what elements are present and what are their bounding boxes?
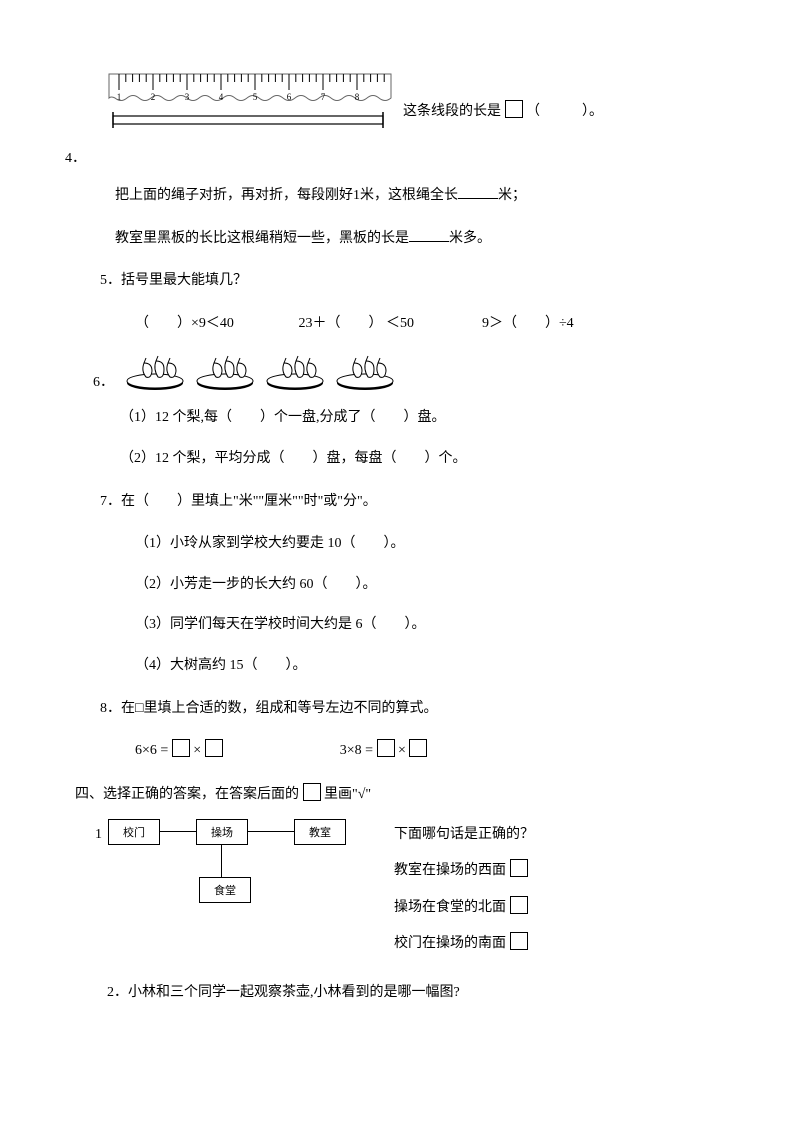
q8-eq1-mid: ×	[193, 743, 201, 758]
map-node-gate: 校门	[108, 819, 160, 845]
q4-line2-a: 教室里黑板的长比这根绳稍短一些，黑板的长是	[115, 231, 409, 246]
sq1-options: 下面哪句话是正确的？ 教室在操场的西面 操场在食堂的北面 校门在操场的南面	[394, 817, 534, 963]
pears-row	[124, 353, 396, 391]
q4-line1: 把上面的绳子对折，再对折，每段刚好1米，这根绳全长 米；	[115, 183, 728, 210]
sq1-r2: 操场在食堂的北面	[394, 900, 506, 915]
section4-a: 四、选择正确的答案，在答案后面的	[75, 787, 299, 802]
q8-box[interactable]	[205, 739, 223, 757]
q8-box[interactable]	[377, 739, 395, 757]
pear-plate-icon	[124, 353, 186, 391]
svg-text:4: 4	[219, 92, 224, 102]
svg-text:2: 2	[151, 92, 156, 102]
map-node-class: 教室	[294, 819, 346, 845]
q6-number: 6．	[93, 371, 114, 391]
section4-title: 四、选择正确的答案，在答案后面的 里画"√"	[75, 783, 728, 803]
map-node-field: 操场	[196, 819, 248, 845]
svg-text:5: 5	[253, 92, 258, 102]
sq1-row: 1 校门 操场 教室 食堂 下面哪句话是正确的？ 教室在操场的西面 操场在食堂的…	[65, 817, 728, 963]
q6-row: 6．	[65, 353, 728, 391]
svg-text:3: 3	[185, 92, 190, 102]
svg-text:1: 1	[117, 92, 122, 102]
sq2-text: 2．小林和三个同学一起观察茶壶,小林看到的是哪一幅图?	[107, 980, 728, 1007]
q7-s3: （3）同学们每天在学校时间大约是 6（ ）。	[135, 612, 728, 639]
q8-eq2-mid: ×	[398, 743, 406, 758]
q8-eq2-l: 3×8 =	[340, 743, 373, 758]
q5-a: （ ）×9＜40	[135, 311, 295, 338]
sq1-r1: 教室在操场的西面	[394, 863, 506, 878]
sq1-opt2: 操场在食堂的北面	[394, 890, 534, 926]
map-vline-wrap	[221, 845, 346, 877]
svg-text:7: 7	[321, 92, 326, 102]
sq1-r0: 下面哪句话是正确的？	[394, 817, 534, 853]
q5-c: 9＞（ ）÷4	[482, 316, 574, 331]
q3-box[interactable]	[505, 100, 523, 118]
q7-s1: （1）小玲从家到学校大约要走 10（ ）。	[135, 531, 728, 558]
q5-title: 5．括号里最大能填几？	[100, 268, 728, 295]
map-row1: 校门 操场 教室	[108, 819, 346, 845]
section4-b: 里画"√"	[324, 787, 371, 802]
sq1-r3: 校门在操场的南面	[394, 936, 506, 951]
map-row2: 食堂	[199, 877, 346, 903]
q3-row: 1 2 3 4 5 6 7 8 这条线段的长是 （ ）。	[65, 70, 728, 139]
svg-text:8: 8	[355, 92, 360, 102]
q4-number: 4．	[65, 147, 728, 167]
q8-row: 6×6 = × 3×8 = ×	[135, 738, 728, 765]
pear-plate-icon	[194, 353, 256, 391]
q6-sub1: （1）12 个梨,每（ ）个一盘,分成了（ ）盘。	[120, 405, 728, 432]
q4-line2: 教室里黑板的长比这根绳稍短一些，黑板的长是 米多。	[115, 226, 728, 253]
q7-title: 7．在（ ）里填上"米""厘米""时"或"分"。	[100, 489, 728, 516]
q4-blank2[interactable]	[409, 227, 449, 242]
q3-text: 这条线段的长是 （ ）。	[403, 100, 603, 120]
sq1-checkbox[interactable]	[510, 932, 528, 950]
sq1-number: 1	[95, 827, 102, 843]
svg-text:6: 6	[287, 92, 292, 102]
pear-plate-icon	[334, 353, 396, 391]
q3-text-b: （ ）。	[526, 104, 603, 119]
q7-s2: （2）小芳走一步的长大约 60（ ）。	[135, 572, 728, 599]
page: 1 2 3 4 5 6 7 8 这条线段的长是 （ ）。 4． 把上面的绳子对折，再对折，每…	[0, 0, 793, 1063]
q6-sub2: （2）12 个梨，平均分成（ ）盘，每盘（ ）个。	[120, 446, 728, 473]
q3-text-a: 这条线段的长是	[403, 104, 501, 119]
q4-line1-b: 米；	[498, 188, 526, 203]
q4-line1-a: 把上面的绳子对折，再对折，每段刚好1米，这根绳全长	[115, 188, 458, 203]
pear-plate-icon	[264, 353, 326, 391]
section4-box	[303, 783, 321, 801]
school-map: 校门 操场 教室 食堂	[108, 819, 346, 903]
ruler-graphic: 1 2 3 4 5 6 7 8	[105, 70, 395, 139]
q8-title: 8．在□里填上合适的数，组成和等号左边不同的算式。	[100, 696, 728, 723]
sq1-checkbox[interactable]	[510, 896, 528, 914]
q7-s4: （4）大树高约 15（ ）。	[135, 653, 728, 680]
q8-box[interactable]	[172, 739, 190, 757]
q5-row: （ ）×9＜40 23＋（ ） ＜50 9＞（ ）÷4	[135, 311, 728, 338]
q4-blank1[interactable]	[458, 184, 498, 199]
map-node-canteen: 食堂	[199, 877, 251, 903]
sq1-opt1: 教室在操场的西面	[394, 853, 534, 889]
sq1-checkbox[interactable]	[510, 859, 528, 877]
q8-box[interactable]	[409, 739, 427, 757]
q8-eq1-l: 6×6 =	[135, 743, 168, 758]
ruler-svg: 1 2 3 4 5 6 7 8	[105, 70, 395, 134]
q5-b: 23＋（ ） ＜50	[299, 311, 479, 338]
sq1-opt3: 校门在操场的南面	[394, 926, 534, 962]
q4-line2-b: 米多。	[449, 231, 491, 246]
